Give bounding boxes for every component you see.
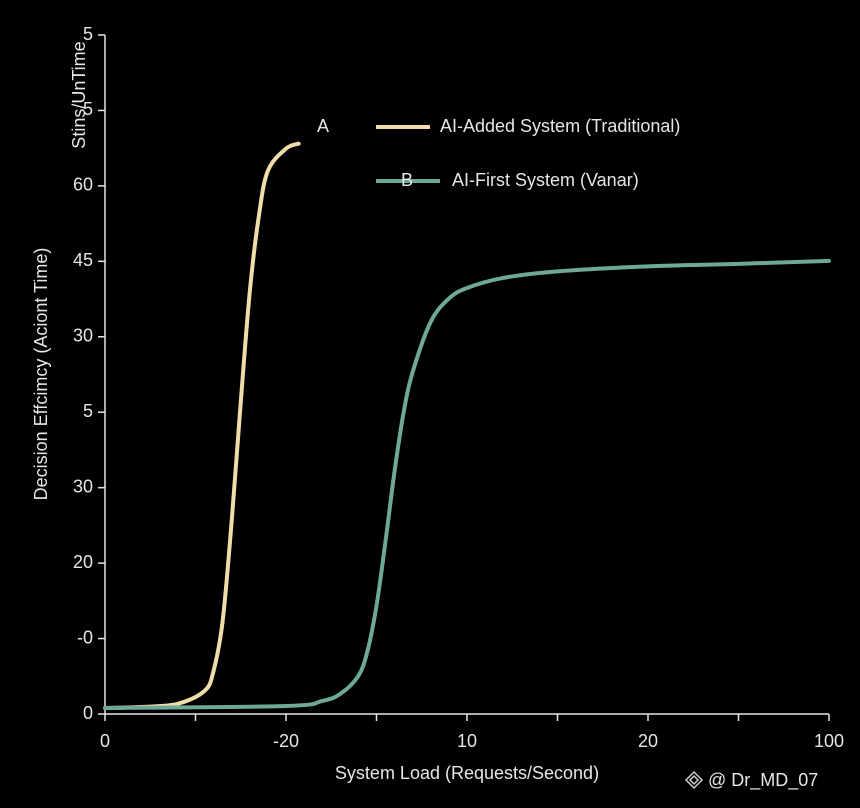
series-line [103,258,831,710]
y-tick-label: 5 [83,99,93,119]
y-tick-label: 60 [73,175,93,195]
x-tick-label: 10 [457,731,477,751]
legend-marker-label: B [401,170,413,190]
y-axis-label-secondary: Stins/UnTime [69,41,89,148]
x-tick-label: 100 [814,731,844,751]
y-tick-label: 20 [73,552,93,572]
legend-label: AI-First System (Vanar) [452,170,639,190]
y-tick-label: 5 [83,24,93,44]
series-line [103,141,301,710]
watermark: @ Dr_MD_07 [708,770,818,791]
y-axis-label: Decision Effcimcy (Aciont Time) [31,248,51,501]
y-tick-label: 30 [73,476,93,496]
x-tick-label: -20 [273,731,299,751]
x-axis-label: System Load (Requests/Second) [335,763,599,783]
y-tick-label: 30 [73,326,93,346]
legend-label: AI-Added System (Traditional) [440,116,680,136]
legend-marker-label: A [317,116,329,136]
y-tick-label: 45 [73,250,93,270]
y-tick-label: 0 [83,703,93,723]
x-tick-label: 20 [638,731,658,751]
y-tick-label: 5 [83,401,93,421]
watermark-icon [684,770,704,790]
x-tick-label: 0 [100,731,110,751]
y-tick-label: -0 [77,627,93,647]
